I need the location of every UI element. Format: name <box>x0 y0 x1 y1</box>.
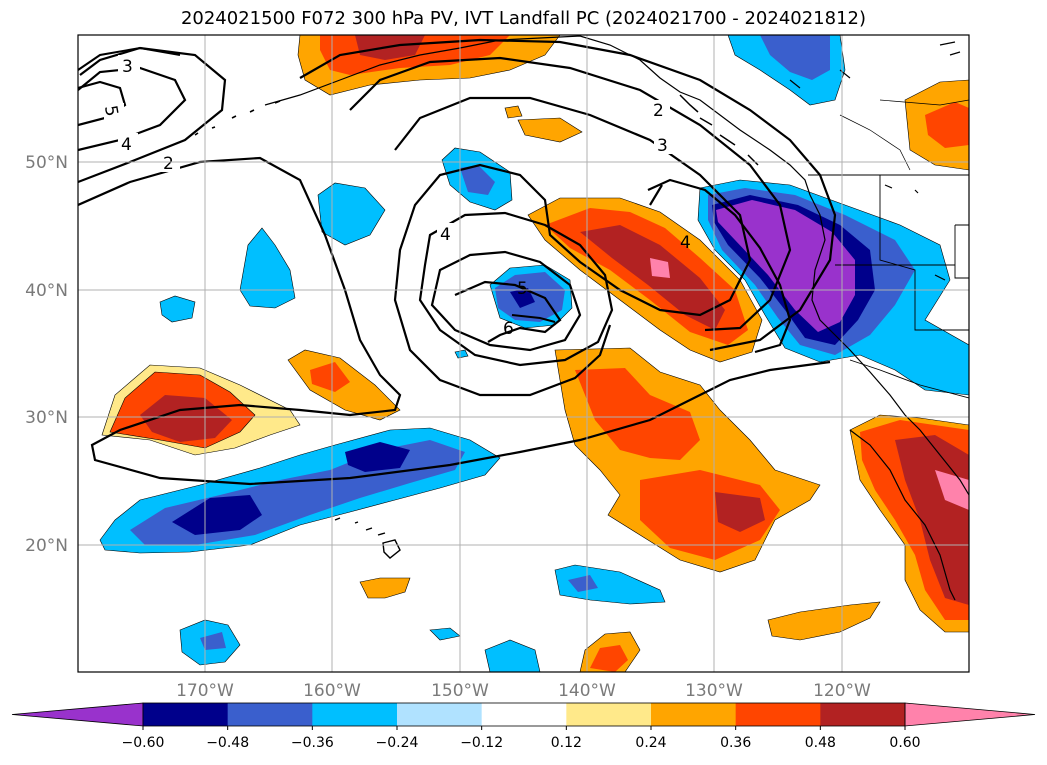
map-title: 2024021500 F072 300 hPa PV, IVT Landfall… <box>180 8 867 29</box>
colorbar-tick-label: 0.24 <box>635 735 666 751</box>
colorbar-bin <box>735 703 821 726</box>
lon-label-160w: 160°W <box>303 681 361 701</box>
colorbar-tick-label: 0.48 <box>805 735 836 751</box>
colorbar-tick-label: −0.48 <box>206 735 249 751</box>
gridlines <box>78 35 969 672</box>
lat-tick-labels: 20°N 30°N 40°N 50°N <box>25 153 68 556</box>
contour-label: 5 <box>517 279 528 299</box>
lon-label-170w: 170°W <box>176 681 234 701</box>
colorbar-tick-label: 0.36 <box>720 735 751 751</box>
lat-label-40n: 40°N <box>25 281 68 301</box>
contour-label: 5 <box>100 104 122 118</box>
colorbar-extend-high <box>904 702 1036 727</box>
lon-label-130w: 130°W <box>685 681 743 701</box>
colorbar-tick-label: −0.60 <box>122 735 165 751</box>
contour-label: 4 <box>680 233 691 253</box>
lon-label-140w: 140°W <box>558 681 616 701</box>
contour-label: 3 <box>657 136 668 156</box>
contour-label: 2 <box>163 154 174 174</box>
pv-contour-labels: 3 5 4 2 2 3 4 4 5 6 <box>100 55 691 339</box>
coastlines <box>194 35 969 601</box>
colorbar-bin <box>481 703 567 726</box>
colorbar-extend-low <box>11 702 144 727</box>
colorbar-bin <box>227 703 313 726</box>
colorbar: −0.60 −0.48 −0.36 −0.24 −0.12 0.12 0.24 0.36 0.4… <box>11 702 1036 751</box>
lat-label-50n: 50°N <box>25 153 68 173</box>
pc-shading-negative <box>99 35 969 672</box>
colorbar-tick-label: −0.36 <box>291 735 334 751</box>
colorbar-bin <box>820 703 906 726</box>
colorbar-bin <box>143 703 229 726</box>
contour-label: 3 <box>122 57 133 77</box>
map-frame <box>77 34 970 673</box>
colorbar-bin <box>651 703 737 726</box>
contour-label: 4 <box>440 225 451 245</box>
colorbar-bin <box>566 703 652 726</box>
contour-label: 2 <box>653 101 664 121</box>
lon-tick-labels: 170°W 160°W 150°W 140°W 130°W 120°W <box>176 681 871 701</box>
contour-label: 4 <box>121 135 132 155</box>
lon-label-150w: 150°W <box>431 681 489 701</box>
colorbar-bin <box>312 703 398 726</box>
lat-label-30n: 30°N <box>25 408 68 428</box>
lat-label-20n: 20°N <box>25 536 68 556</box>
lon-label-120w: 120°W <box>813 681 871 701</box>
colorbar-bin <box>397 703 483 726</box>
colorbar-tick-label: −0.12 <box>460 735 503 751</box>
colorbar-tick-label: −0.24 <box>376 735 419 751</box>
pv-contours <box>78 38 837 486</box>
contour-label: 6 <box>503 319 514 339</box>
map-panel: 3 5 4 2 2 3 4 4 5 6 <box>78 35 969 672</box>
colorbar-tick-label: 0.12 <box>551 735 582 751</box>
colorbar-tick-label: 0.60 <box>889 735 920 751</box>
colorbar-frame <box>142 702 906 727</box>
